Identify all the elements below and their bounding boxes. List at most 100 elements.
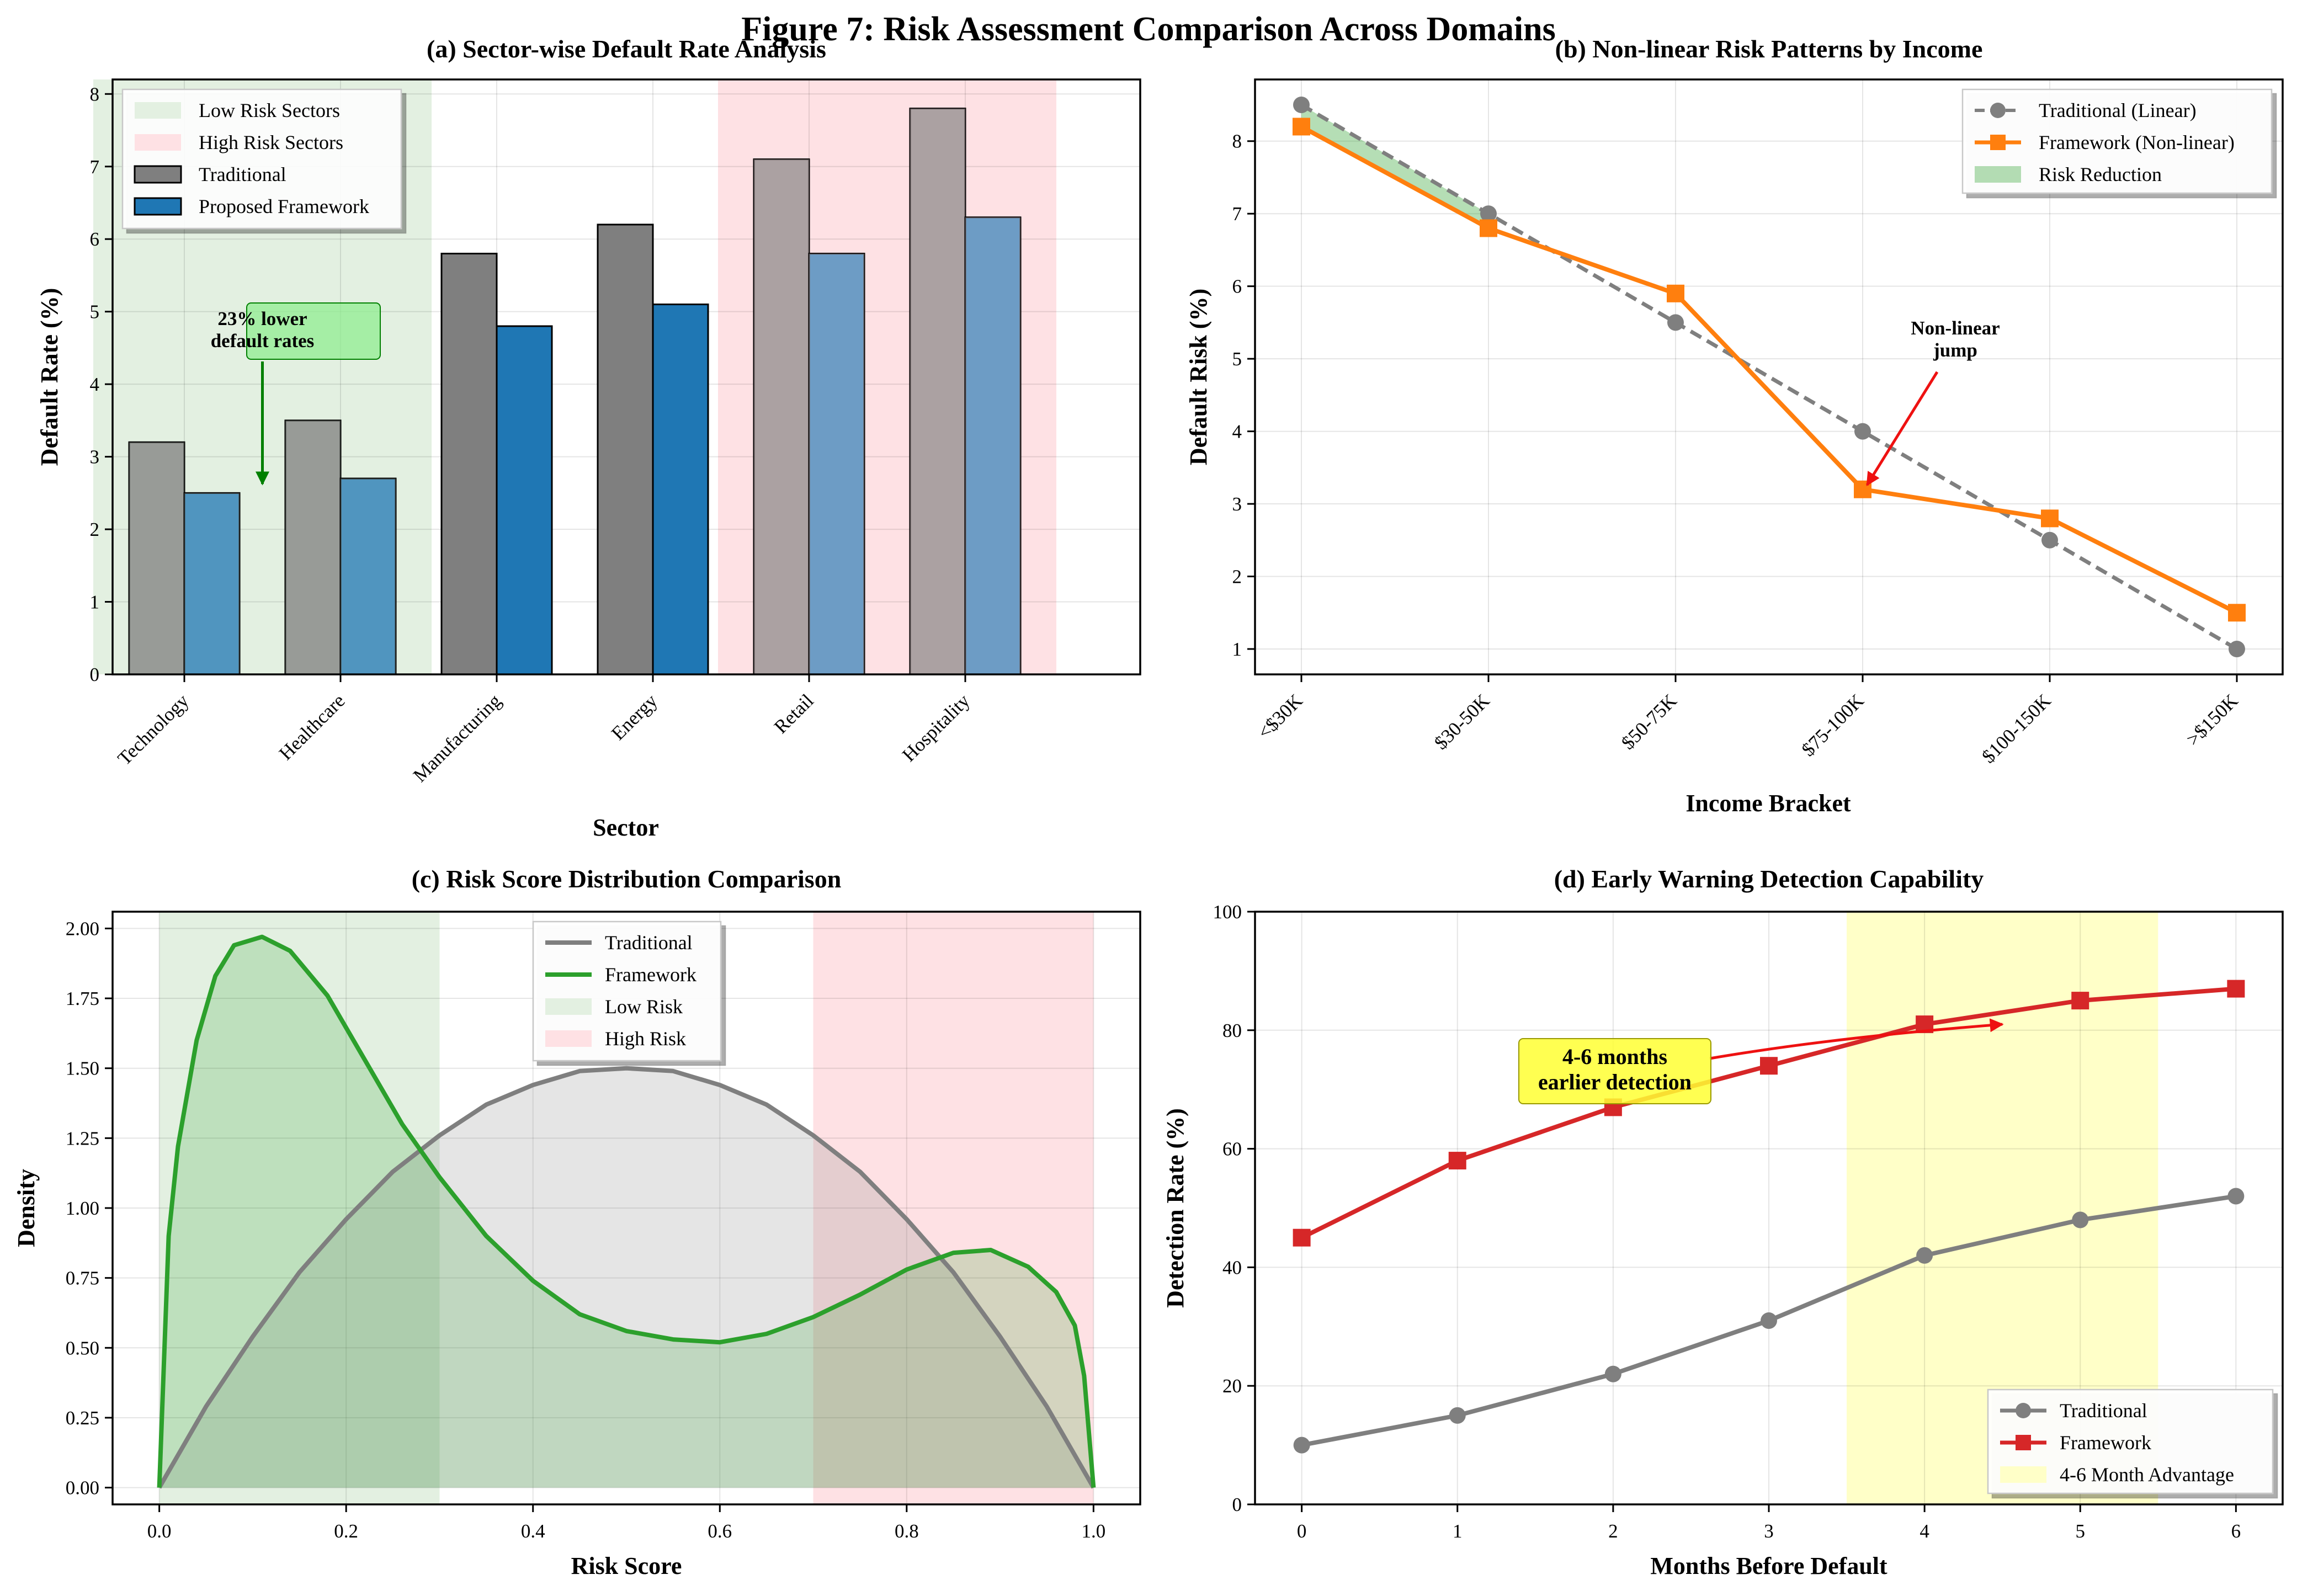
y-tick-label: 2: [90, 519, 100, 540]
data-point: [1667, 314, 1684, 331]
x-tick-label: 0.2: [334, 1520, 358, 1542]
legend-label: Traditional: [2060, 1400, 2147, 1422]
y-tick-label: 60: [1222, 1139, 1242, 1160]
x-tick-label: 2: [1608, 1520, 1618, 1542]
y-tick-label: 3: [1232, 493, 1242, 515]
x-tick-label: 6: [2231, 1520, 2241, 1542]
x-tick-label: >$150K: [2182, 690, 2242, 750]
y-tick-label: 8: [1232, 131, 1242, 152]
panel-a-title: (a) Sector-wise Default Rate Analysis: [427, 35, 826, 63]
panel-d-title: (d) Early Warning Detection Capability: [1554, 865, 1984, 893]
legend-swatch: [2000, 1466, 2046, 1483]
x-tick-label: 0.8: [895, 1520, 919, 1542]
band-tint: [285, 420, 341, 674]
bar-framework: [652, 304, 709, 675]
y-tick-label: 0: [90, 664, 100, 685]
data-point: [2016, 1435, 2031, 1450]
legend-swatch: [1975, 166, 2021, 183]
x-tick-label: 0.4: [521, 1520, 545, 1542]
panel-c-title: (c) Risk Score Distribution Comparison: [412, 865, 842, 893]
data-point: [1293, 1228, 1311, 1247]
annotation-box: [1518, 1038, 1711, 1104]
y-tick-label: 7: [90, 156, 100, 178]
bar-framework: [496, 325, 553, 675]
annotation-arrow: [1709, 1018, 2004, 1060]
band-tint: [965, 217, 1020, 674]
data-point: [2228, 604, 2246, 622]
plot-frame: [1254, 78, 2284, 675]
data-point: [1293, 118, 1310, 136]
legend-swatch: [545, 998, 592, 1015]
data-point: [1761, 1312, 1777, 1329]
y-tick-label: 4: [90, 374, 100, 395]
x-tick-label: $50-75K: [1617, 690, 1681, 754]
y-tick-label: 1.50: [66, 1058, 99, 1079]
band-tint: [341, 478, 396, 674]
legend-label: Traditional (Linear): [2039, 99, 2197, 121]
band-tint: [129, 442, 184, 674]
annotation-arrow: [1865, 371, 1939, 486]
legend-swatch: [135, 102, 181, 119]
bar-traditional: [909, 108, 966, 675]
legend-label: Proposed Framework: [199, 195, 369, 217]
panel-c-ylabel: Density: [13, 1169, 40, 1247]
data-point: [1990, 103, 2006, 118]
x-tick-label: 4: [1920, 1520, 1929, 1542]
series-line-traditional: [1300, 103, 2238, 651]
band-tint: [754, 159, 809, 674]
y-tick-label: 1: [1232, 639, 1242, 660]
annotation-text: 4-6 months earlier detection: [1538, 1044, 1692, 1094]
figure-title: Figure 7: Risk Assessment Comparison Acr…: [741, 10, 1556, 48]
data-point: [2041, 531, 2058, 549]
bar-framework: [183, 492, 241, 675]
data-point: [2227, 1188, 2245, 1205]
y-tick-label: 2.00: [66, 918, 99, 939]
y-tick-label: 100: [1213, 901, 1242, 923]
y-tick-label: 7: [1232, 203, 1242, 225]
y-tick-label: 4: [1232, 421, 1242, 443]
y-tick-label: 0.75: [66, 1268, 99, 1289]
data-point: [2227, 980, 2245, 998]
x-tick-label: Healthcare: [275, 690, 349, 764]
legend-swatch: [134, 197, 182, 216]
legend-label: Low Risk Sectors: [199, 99, 340, 121]
x-tick-label: 1: [1453, 1520, 1463, 1542]
legend-label: Low Risk: [605, 996, 683, 1018]
panel-b-line-chart: 1 2 3 4 5 6 7 8 <$30K $30-50K $50-75K $75-100K $100-…: [1185, 35, 2284, 817]
bar-traditional: [753, 158, 810, 675]
y-tick-label: 0.50: [66, 1337, 99, 1359]
series-line-traditional: [157, 1066, 1096, 1489]
panel-a-ylabel: Default Rate (%): [36, 288, 63, 466]
legend-label: Framework: [2060, 1432, 2151, 1454]
x-tick-label: 5: [2075, 1520, 2085, 1542]
bar-framework: [808, 253, 865, 675]
legend-label: High Risk Sectors: [199, 131, 343, 153]
y-tick-label: 1.25: [66, 1127, 99, 1149]
y-tick-label: 1.75: [66, 988, 99, 1009]
data-point: [1667, 284, 1684, 302]
legend-label: Risk Reduction: [2039, 163, 2162, 185]
x-tick-label: Technology: [114, 690, 193, 769]
y-tick-label: 1.00: [66, 1198, 99, 1219]
panel-d-ylabel: Detection Rate (%): [1162, 1108, 1189, 1308]
data-point: [1449, 1407, 1466, 1424]
legend-label: Traditional: [199, 163, 286, 185]
x-tick-label: <$30K: [1253, 690, 1307, 743]
y-tick-label: 40: [1222, 1257, 1242, 1278]
data-point: [1604, 1365, 1621, 1382]
data-point: [1480, 219, 1497, 237]
x-tick-label: Manufacturing: [409, 690, 506, 786]
data-point: [2016, 1403, 2031, 1418]
legend-label: Framework: [605, 964, 696, 986]
panel-b-title: (b) Non-linear Risk Patterns by Income: [1555, 35, 1983, 63]
data-point: [2072, 1211, 2089, 1228]
x-tick-label: Retail: [770, 690, 818, 738]
y-tick-label: 1: [90, 592, 100, 613]
panel-c-xlabel: Risk Score: [571, 1552, 682, 1579]
bar-traditional: [597, 224, 654, 675]
legend-swatch: [545, 1030, 592, 1047]
y-tick-label: 6: [1232, 276, 1242, 297]
y-tick-label: 3: [90, 446, 100, 468]
panel-c-density-chart: 0.00 0.25 0.50 0.75 1.00 1.25 1.50 1.75 2.00 0.0 0…: [13, 865, 1141, 1579]
